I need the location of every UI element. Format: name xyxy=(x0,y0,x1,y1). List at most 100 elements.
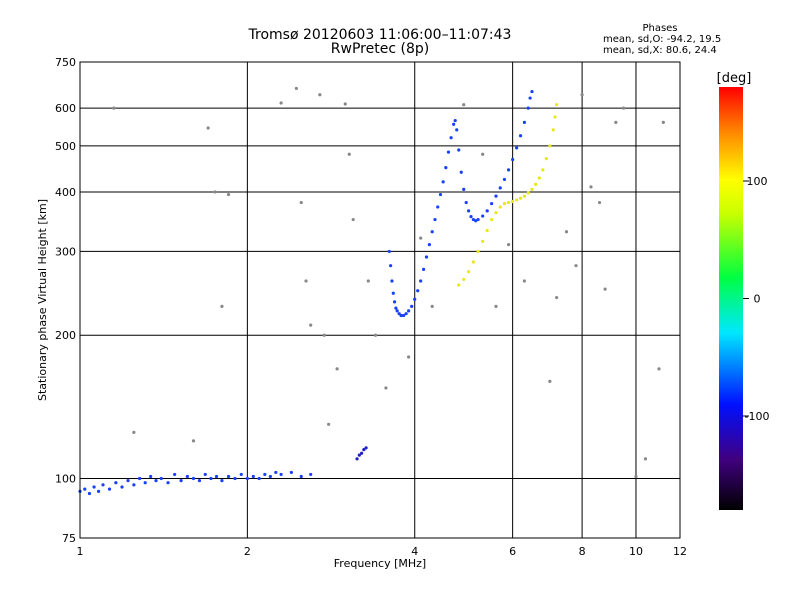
data-point xyxy=(226,474,231,479)
data-point xyxy=(526,191,530,195)
y-tick-label: 750 xyxy=(55,56,76,69)
data-point xyxy=(453,118,457,123)
x-tick-label: 4 xyxy=(411,545,418,558)
data-point xyxy=(154,479,158,483)
data-point xyxy=(318,93,322,97)
data-point xyxy=(413,297,417,301)
colorbar xyxy=(719,87,743,510)
data-point xyxy=(589,185,593,189)
data-point xyxy=(419,279,423,283)
data-point xyxy=(511,157,515,162)
data-point xyxy=(391,291,395,295)
data-point xyxy=(387,249,391,254)
data-point xyxy=(335,367,339,371)
data-point xyxy=(494,210,498,215)
y-tick-label: 300 xyxy=(55,245,76,258)
data-point xyxy=(149,474,153,479)
y-tick-label: 400 xyxy=(55,186,76,199)
data-point xyxy=(515,198,519,202)
data-point xyxy=(506,243,511,247)
data-point xyxy=(362,448,366,452)
data-point xyxy=(518,134,523,138)
data-point xyxy=(462,277,466,282)
data-point xyxy=(433,217,437,222)
data-point xyxy=(530,89,534,94)
data-point xyxy=(389,264,393,268)
data-point xyxy=(416,289,420,293)
data-point xyxy=(430,304,434,308)
data-point xyxy=(511,199,515,204)
data-point xyxy=(657,367,661,371)
data-point xyxy=(441,180,445,184)
data-point xyxy=(394,306,398,310)
data-point xyxy=(384,386,388,390)
data-point xyxy=(373,333,378,337)
data-point xyxy=(430,230,434,234)
data-point xyxy=(446,150,451,154)
data-point xyxy=(621,106,626,110)
data-point xyxy=(364,446,368,450)
data-point xyxy=(498,205,502,209)
colorbar-ticks: 100 0 -100 xyxy=(743,175,769,423)
data-point xyxy=(436,205,440,209)
data-point xyxy=(464,200,468,205)
data-point xyxy=(351,217,355,222)
x-axis-label: Frequency [MHz] xyxy=(334,557,426,570)
data-point xyxy=(347,152,351,156)
data-point xyxy=(476,249,480,254)
data-point xyxy=(289,470,293,475)
data-point xyxy=(114,481,118,485)
x-tick-label: 6 xyxy=(509,545,516,558)
data-point xyxy=(404,312,408,316)
phases-line-x: mean, sd,X: 80.6, 24.4 xyxy=(603,45,717,56)
data-point xyxy=(166,481,170,485)
colorbar-tick-label: -100 xyxy=(745,410,770,423)
data-point xyxy=(245,476,249,481)
data-point xyxy=(455,128,459,132)
data-point xyxy=(279,101,283,105)
chart-title: Tromsø 20120603 11:06:00–11:07:43 xyxy=(248,27,512,43)
data-point xyxy=(294,86,298,91)
data-point xyxy=(534,182,538,186)
data-point xyxy=(506,200,511,205)
data-point xyxy=(343,102,347,106)
data-point xyxy=(101,483,105,487)
data-point xyxy=(444,166,448,170)
data-point xyxy=(251,474,255,479)
data-point xyxy=(541,168,545,172)
data-point xyxy=(191,439,196,443)
data-point xyxy=(528,96,532,100)
data-point xyxy=(467,209,471,213)
data-point xyxy=(402,313,406,318)
data-point xyxy=(424,255,429,259)
data-point xyxy=(299,474,303,479)
data-point xyxy=(392,300,397,304)
data-point xyxy=(143,481,147,485)
data-point xyxy=(597,200,602,205)
data-point xyxy=(564,230,569,234)
data-point xyxy=(457,283,461,287)
data-point xyxy=(132,430,136,434)
data-point xyxy=(498,186,502,190)
data-point xyxy=(92,485,96,489)
x-tick-label: 8 xyxy=(579,545,586,558)
data-point xyxy=(138,476,142,481)
data-point xyxy=(551,128,555,132)
data-point xyxy=(233,476,237,481)
data-point xyxy=(471,260,475,264)
data-point xyxy=(120,485,124,489)
data-point xyxy=(203,472,207,477)
data-point xyxy=(390,279,394,283)
data-point xyxy=(481,152,485,156)
y-axis-ticks: 75 100 200 300 400 500 600 750 xyxy=(55,56,76,545)
data-point xyxy=(83,487,87,491)
data-point xyxy=(112,106,116,110)
data-point xyxy=(614,120,618,124)
chart-subtitle: RwPretec (8p) xyxy=(330,41,430,57)
x-tick-label: 2 xyxy=(244,545,251,558)
y-tick-label: 500 xyxy=(55,140,76,153)
data-point xyxy=(209,476,213,481)
data-point xyxy=(457,148,461,152)
phases-line-o: mean, sd,O: -94.2, 19.5 xyxy=(603,34,722,45)
data-point xyxy=(522,279,527,283)
